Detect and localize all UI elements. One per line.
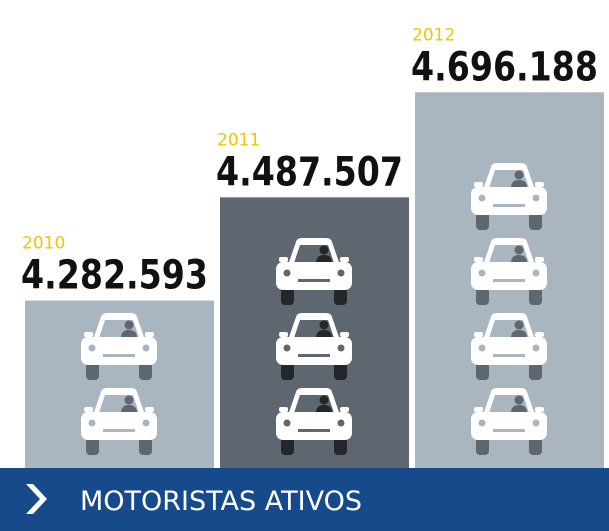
category-label: 2011 <box>217 130 260 150</box>
chevron-icon <box>26 484 47 514</box>
value-label: 4.487.507 <box>216 149 403 195</box>
value-label: 4.696.188 <box>411 44 598 90</box>
chart-title: MOTORISTAS ATIVOS <box>80 486 362 517</box>
category-label: 2012 <box>412 25 455 45</box>
category-label: 2010 <box>22 234 65 254</box>
value-label: 4.282.593 <box>21 253 208 299</box>
title-banner <box>0 468 609 531</box>
